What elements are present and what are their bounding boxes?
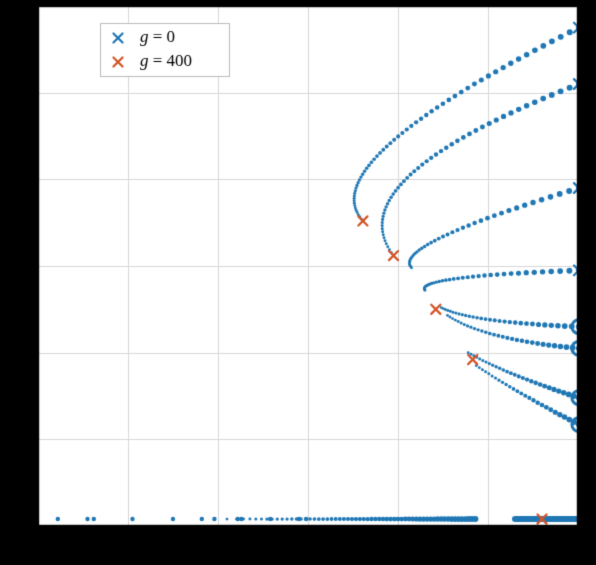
- scatter-chart: [0, 0, 596, 565]
